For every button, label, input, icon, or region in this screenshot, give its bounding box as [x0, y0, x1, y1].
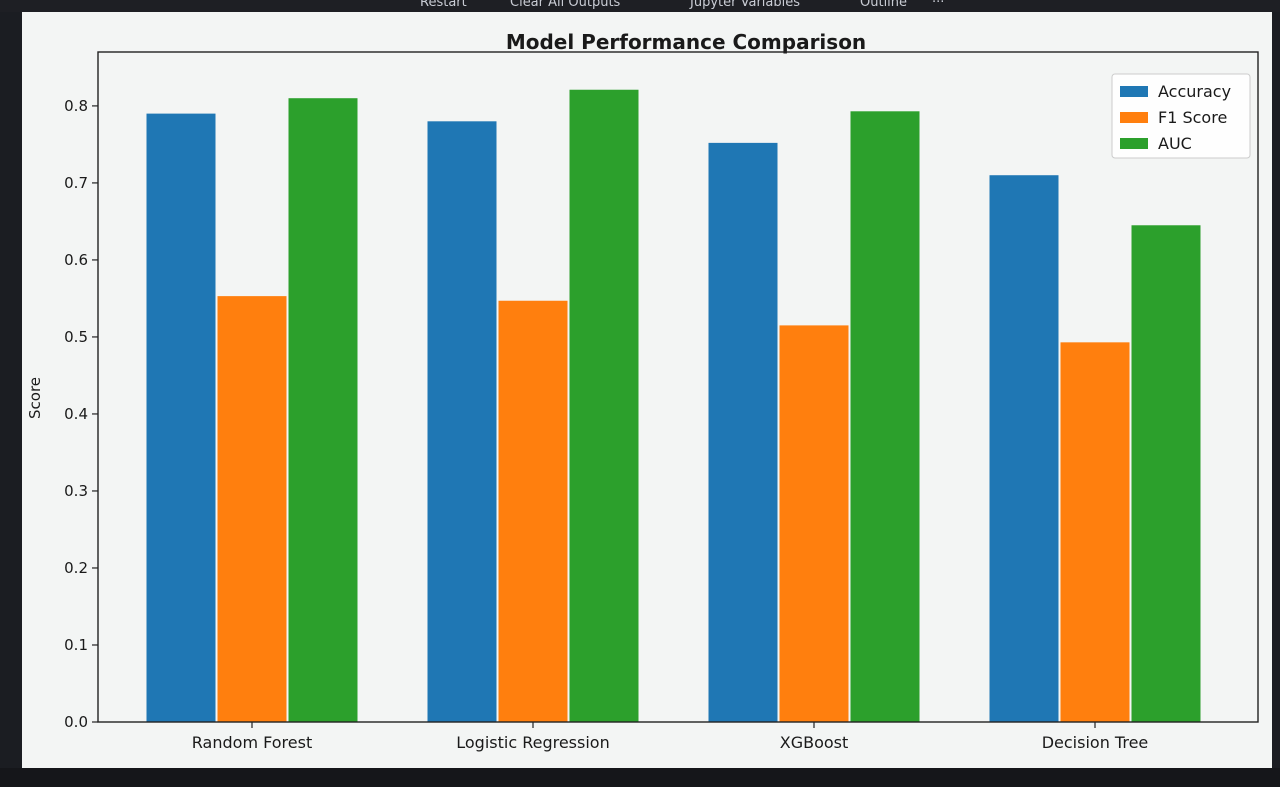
notebook-toolbar: Restart Clear All Outputs Jupyter Variab…	[0, 0, 1280, 12]
bar-accuracy-logistic-regression	[427, 121, 497, 722]
restart-button[interactable]: Restart	[420, 0, 467, 10]
bar-auc-random-forest	[288, 98, 358, 722]
x-tick-label: XGBoost	[780, 733, 849, 752]
y-tick-label: 0.2	[64, 559, 88, 577]
y-tick-label: 0.7	[64, 174, 88, 192]
y-tick-label: 0.6	[64, 251, 88, 269]
bottom-bar	[0, 768, 1280, 787]
x-tick-label: Decision Tree	[1042, 733, 1149, 752]
bar-f1-score-decision-tree	[1060, 342, 1130, 722]
bar-accuracy-random-forest	[146, 113, 216, 722]
legend-entry: F1 Score	[1158, 108, 1227, 127]
bar-auc-logistic-regression	[569, 89, 639, 722]
chart-figure: Model Performance Comparison Score 0.0 0.…	[22, 12, 1272, 768]
legend: Accuracy F1 Score AUC	[1111, 73, 1251, 159]
y-tick-label: 0.1	[64, 636, 88, 654]
y-tick-label: 0.8	[64, 97, 88, 115]
bar-f1-score-xgboost	[779, 325, 849, 722]
bar-f1-score-logistic-regression	[498, 300, 568, 722]
legend-swatch	[1120, 86, 1148, 97]
legend-entry: AUC	[1158, 134, 1192, 153]
legend-swatch	[1120, 138, 1148, 149]
plot-frame	[97, 51, 1259, 723]
outline-button[interactable]: Outline	[860, 0, 908, 10]
jupyter-variables-button[interactable]: Jupyter Variables	[690, 0, 800, 10]
chart-title: Model Performance Comparison	[506, 30, 866, 54]
x-tick-label: Random Forest	[192, 733, 312, 752]
legend-entry: Accuracy	[1158, 82, 1231, 101]
y-tick-label: 0.0	[64, 713, 88, 731]
legend-swatch	[1120, 112, 1148, 123]
y-axis-label: Score	[26, 377, 44, 419]
bar-chart: Model Performance Comparison Score 0.0 0.…	[26, 30, 1259, 752]
more-icon[interactable]: ···	[932, 0, 945, 10]
bar-auc-decision-tree	[1131, 225, 1201, 722]
y-tick-label: 0.5	[64, 328, 88, 346]
bar-f1-score-random-forest	[217, 296, 287, 722]
bar-accuracy-xgboost	[708, 142, 778, 723]
clear-outputs-button[interactable]: Clear All Outputs	[510, 0, 621, 10]
bar-accuracy-decision-tree	[989, 175, 1059, 722]
y-tick-label: 0.4	[64, 405, 88, 423]
x-tick-label: Logistic Regression	[456, 733, 609, 752]
y-tick-label: 0.3	[64, 482, 88, 500]
bar-auc-xgboost	[850, 111, 920, 723]
